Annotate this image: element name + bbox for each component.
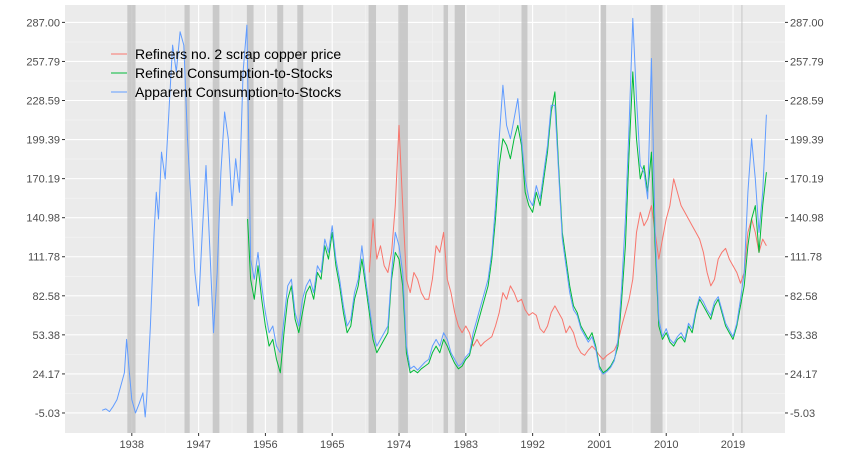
- y-tick-label-left: 140.98: [26, 213, 60, 225]
- y-tick-label-right: 140.98: [790, 213, 824, 225]
- y-tick-label-right: 199.39: [790, 135, 824, 147]
- y-tick-label-left: 53.38: [32, 330, 60, 342]
- legend-label: Refiners no. 2 scrap copper price: [135, 46, 341, 62]
- x-tick-label: 1974: [387, 439, 411, 451]
- y-tick-label-right: 53.38: [790, 330, 818, 342]
- x-tick-label: 2019: [721, 439, 745, 451]
- y-tick-label-right: 228.59: [790, 96, 824, 108]
- y-tick-label-right: 257.79: [790, 56, 824, 68]
- y-tick-label-left: 228.59: [26, 96, 60, 108]
- recession-band: [454, 5, 466, 433]
- y-tick-label-left: -5.03: [35, 408, 60, 420]
- recession-band: [521, 5, 528, 433]
- series-lines: [101, 17, 767, 418]
- recession-band: [212, 5, 220, 433]
- recession-band: [443, 5, 449, 433]
- y-tick-label-right: 111.78: [790, 252, 822, 264]
- axes: -5.03 -5.03 24.17 24.17 53.38 53.38 82.58 82.58…: [26, 17, 823, 451]
- y-tick-label-right: 24.17: [790, 369, 818, 381]
- y-tick-label-right: 287.00: [790, 17, 824, 29]
- x-tick-label: 1983: [454, 439, 478, 451]
- x-tick-label: 1956: [253, 439, 277, 451]
- series-line-3: [101, 17, 767, 418]
- x-tick-label: 1947: [186, 439, 210, 451]
- x-tick-label: 2010: [654, 439, 678, 451]
- series-line-1: [368, 124, 767, 360]
- recession-band: [650, 5, 663, 433]
- y-tick-label-left: 24.17: [32, 369, 60, 381]
- y-tick-label-right: 170.19: [790, 174, 824, 186]
- y-tick-label-left: 82.58: [32, 291, 60, 303]
- x-tick-label: 1965: [320, 439, 344, 451]
- y-tick-label-left: 170.19: [26, 174, 60, 186]
- x-tick-label: 1938: [120, 439, 144, 451]
- legend-label: Refined Consumption-to-Stocks: [135, 65, 333, 81]
- recession-band: [600, 5, 607, 433]
- recession-band: [127, 5, 136, 433]
- legend-label: Apparent Consumption-to-Stocks: [135, 84, 341, 100]
- y-tick-label-left: 287.00: [26, 17, 60, 29]
- legend: Refiners no. 2 scrap copper price Refined…: [111, 46, 341, 100]
- y-tick-label-right: 82.58: [790, 291, 818, 303]
- recession-band: [184, 5, 190, 433]
- series-line-2: [247, 71, 767, 374]
- recession-band: [368, 5, 377, 433]
- y-tick-label-left: 257.79: [26, 56, 60, 68]
- y-tick-label-right: -5.03: [790, 408, 815, 420]
- x-tick-label: 1992: [520, 439, 544, 451]
- recession-band: [277, 5, 284, 433]
- x-tick-label: 2001: [587, 439, 611, 451]
- y-tick-label-left: 199.39: [26, 135, 60, 147]
- y-tick-label-left: 111.78: [28, 252, 60, 264]
- recession-band: [297, 5, 304, 433]
